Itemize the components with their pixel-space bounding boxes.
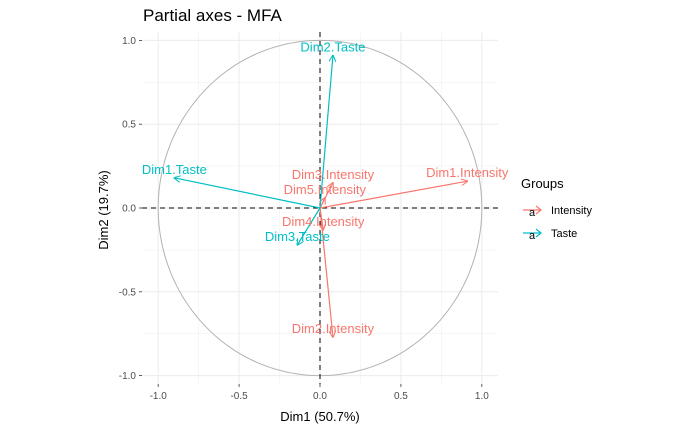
y-tick-label: 1.0 xyxy=(122,36,136,47)
x-tick-label: 0.0 xyxy=(313,391,327,402)
y-axis-label: Dim2 (19.7%) xyxy=(96,170,111,249)
arrow-dim4-intensity xyxy=(320,207,323,230)
arrow-label-dim3-intensity: Dim3.Intensity xyxy=(292,167,375,182)
arrow-dim1-intensity xyxy=(319,181,467,209)
legend-key-glyph: a xyxy=(529,230,536,242)
x-tick-label: 1.0 xyxy=(475,391,489,402)
legend-label: Taste xyxy=(551,228,577,240)
arrow-label-dim4-intensity: Dim4.Intensity xyxy=(282,214,365,229)
x-tick-label: 0.5 xyxy=(394,391,408,402)
legend-item-taste: a Taste xyxy=(523,228,577,242)
arrow-label-dim1-intensity: Dim1.Intensity xyxy=(426,165,509,180)
arrow-label-dim5-intensity: Dim5.Intensity xyxy=(284,182,367,197)
arrow-label-dim2-intensity: Dim2.Intensity xyxy=(292,321,375,336)
arrow-dim1-taste xyxy=(174,178,321,209)
unit-circle xyxy=(157,39,483,377)
legend-key-glyph: a xyxy=(529,207,536,219)
x-tick-label: -1.0 xyxy=(150,391,168,402)
y-tick-label: 0.0 xyxy=(122,204,136,215)
y-tick-label: -0.5 xyxy=(119,287,137,298)
arrow-label-dim3-taste: Dim3.Taste xyxy=(265,229,330,244)
arrow-dim3-taste xyxy=(297,207,321,245)
x-axis-label: Dim1 (50.7%) xyxy=(280,409,359,424)
plot-area: Dim1.Intensity Dim2.Intensity Dim3.Intensi… xyxy=(119,32,509,402)
arrow-label-dim2-taste: Dim2.Taste xyxy=(300,39,365,54)
legend-key-arrowhead xyxy=(535,228,542,238)
legend-key-arrowhead xyxy=(535,205,542,215)
legend-label: Intensity xyxy=(551,205,592,217)
arrow-dim5-intensity xyxy=(320,198,325,209)
arrow-dim2-taste xyxy=(319,55,333,209)
legend-title: Groups xyxy=(521,176,564,191)
y-tick-label: 0.5 xyxy=(122,120,136,131)
y-tick-label: -1.0 xyxy=(119,371,137,382)
legend-item-intensity: a Intensity xyxy=(523,205,592,219)
arrow-label-dim1-taste: Dim1.Taste xyxy=(142,162,207,177)
chart-title: Partial axes - MFA xyxy=(143,6,283,25)
legend: Groups a Intensity a Taste xyxy=(521,176,592,242)
x-tick-label: -0.5 xyxy=(230,391,248,402)
